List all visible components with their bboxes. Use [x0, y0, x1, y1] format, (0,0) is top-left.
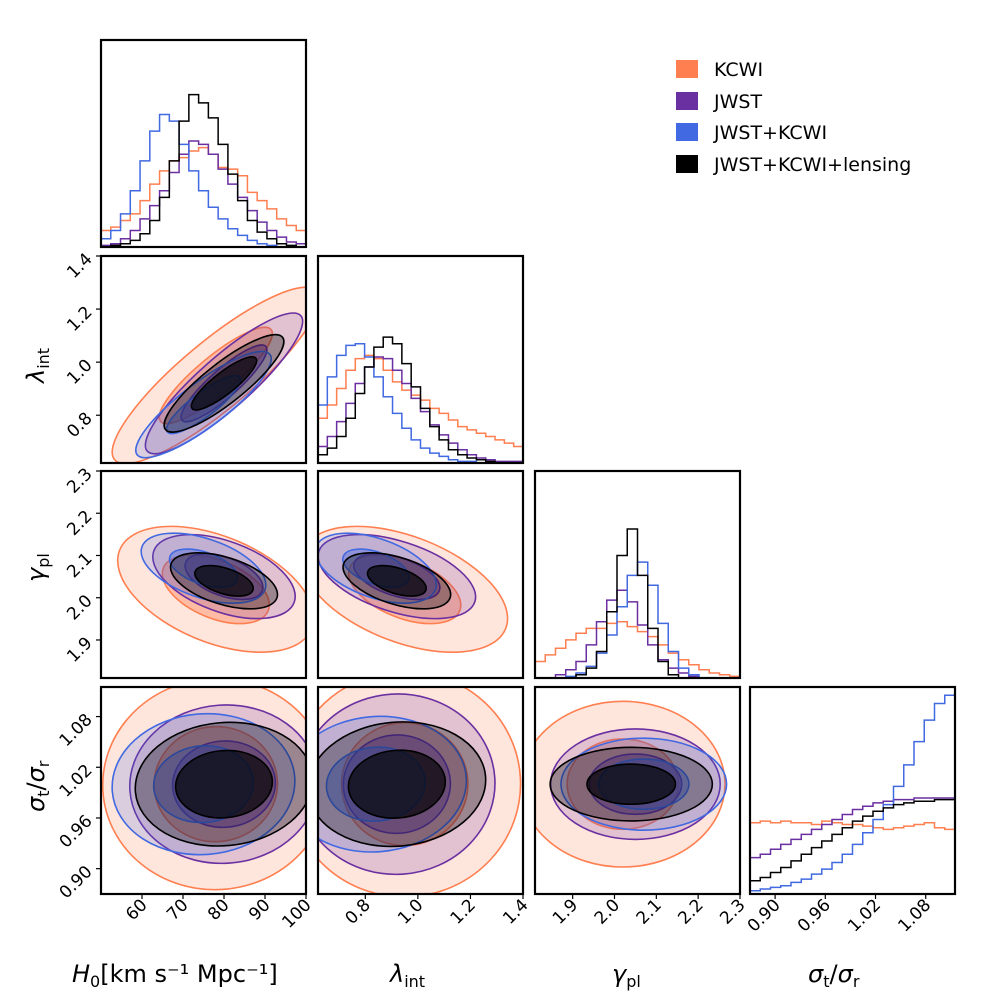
histogram-jwst-kcwi-lensing [750, 798, 955, 882]
x-axis-label-h0: H0[km s⁻¹ Mpc⁻¹] [72, 960, 278, 991]
panel-frame [533, 469, 742, 680]
y-axis-label-lambda-int: λint [22, 348, 53, 385]
contour-layer [101, 286, 728, 894]
legend-swatch-jwst [676, 92, 698, 110]
histogram-kcwi [101, 146, 306, 232]
y-axis-label-sigma-ratio: σt/σr [22, 760, 53, 812]
x-tick-label: 0.8 [342, 895, 375, 928]
y-tick-label: 2.0 [63, 591, 96, 624]
y-tick-label: 1.9 [63, 633, 96, 666]
x-tick-label: 2.1 [633, 895, 666, 928]
legend-label: JWST+KCWI [713, 122, 827, 144]
x-tick-label: 60 [122, 895, 151, 924]
histogram-jwst-kcwi [750, 694, 955, 892]
panel-frames [99, 38, 957, 896]
histogram-jwst-kcwi [318, 343, 523, 464]
contour-panel [318, 525, 509, 653]
y-axis-label-gamma-pl: γpl [22, 553, 53, 582]
x-tick-label: 1.2 [447, 895, 480, 928]
legend-label: KCWI [714, 59, 763, 81]
y-tick-label: 1.0 [63, 356, 96, 389]
panel-frame [316, 685, 525, 896]
x-tick-label: 1.02 [844, 895, 885, 936]
contour-jwst-kcwi-lensing [347, 749, 447, 819]
y-tick-label: 1.2 [63, 302, 96, 335]
x-tick-label: 1.9 [549, 895, 582, 928]
legend-item: JWST+KCWI [676, 122, 827, 144]
contour-jwst-kcwi-lensing [190, 356, 258, 411]
x-axis-label-lambda-int: λint [388, 960, 425, 991]
histogram-kcwi [535, 620, 740, 678]
y-tick-label: 0.90 [56, 862, 97, 903]
contour-jwst-kcwi-lensing [586, 763, 677, 806]
panel-frame [316, 254, 525, 465]
histogram-jwst-kcwi-lensing [101, 93, 306, 248]
panel-frame [748, 685, 957, 896]
x-tick-label: 1.4 [499, 895, 532, 928]
histogram-jwst [318, 356, 523, 463]
histogram-jwst [101, 140, 306, 247]
panel-frame [99, 469, 308, 680]
panel-frame [533, 685, 742, 896]
x-tick-label: 0.90 [744, 895, 785, 936]
y-tick-label: 2.3 [63, 464, 96, 497]
histogram-kcwi [750, 820, 955, 831]
x-axis-label-sigma-ratio: σt/σr [808, 960, 860, 991]
legend-label: JWST [713, 91, 762, 113]
x-tick-label: 1.08 [894, 895, 935, 936]
x-tick-label: 70 [163, 895, 192, 924]
panel-frame [316, 469, 525, 680]
contour-panel [111, 286, 306, 463]
panel-frame [99, 685, 308, 896]
panel-frame [99, 38, 308, 249]
y-tick-label: 0.8 [63, 409, 96, 442]
y-tick-label: 2.1 [63, 549, 96, 582]
y-tick-label: 1.02 [56, 761, 97, 802]
x-tick-label: 2.0 [591, 895, 624, 928]
legend-item: JWST [676, 91, 762, 113]
x-tick-label: 80 [204, 895, 233, 924]
contour-panel [101, 687, 306, 891]
x-tick-label: 90 [245, 895, 274, 924]
contour-jwst-kcwi-lensing [174, 749, 274, 819]
legend: KCWI JWST JWST+KCWI JWST+KCWI+lensing [676, 59, 911, 176]
panel-frame [99, 254, 308, 465]
x-axis-label-gamma-pl: γpl [612, 960, 641, 991]
contour-panel [116, 525, 306, 653]
histogram-jwst-kcwi-lensing [318, 336, 523, 464]
contour-panel [318, 687, 522, 894]
x-tick-label: 0.96 [794, 895, 835, 936]
x-tick-label: 1.0 [394, 895, 427, 928]
histogram-jwst-kcwi [101, 113, 306, 248]
legend-item: KCWI [676, 59, 763, 81]
x-tick-label: 100 [278, 895, 315, 932]
contour-jwst-kcwi-lensing [194, 564, 254, 597]
histogram-jwst [535, 589, 740, 679]
x-tick-label: 2.2 [674, 895, 707, 928]
y-tick-label: 1.4 [63, 249, 96, 282]
legend-item: JWST+KCWI+lensing [676, 154, 911, 176]
legend-swatch-jwst-kcwi [676, 123, 698, 141]
legend-swatch-kcwi [676, 60, 698, 78]
y-tick-label: 0.96 [56, 811, 97, 852]
y-tick-label: 1.08 [56, 710, 97, 751]
y-tick-label: 2.2 [63, 507, 96, 540]
contour-panel [535, 700, 728, 868]
legend-swatch-jwst-kcwi-lensing [676, 155, 698, 173]
legend-label: JWST+KCWI+lensing [713, 154, 911, 176]
histogram-jwst [750, 797, 955, 859]
contour-jwst-kcwi-lensing [366, 564, 428, 597]
